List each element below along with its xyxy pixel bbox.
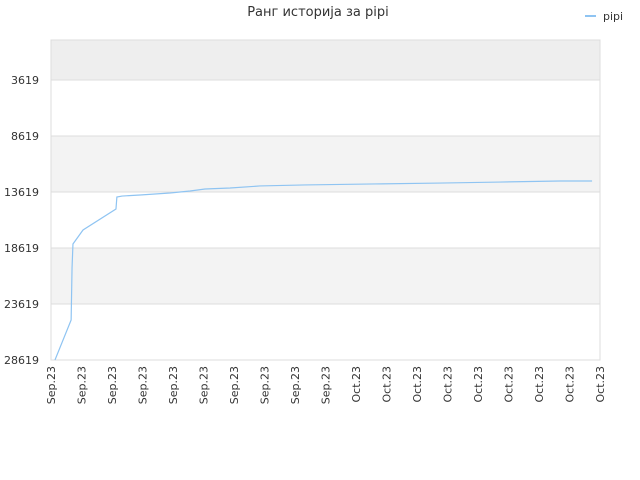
x-tick-label: Sep.23 <box>198 366 211 404</box>
x-tick-label: Oct.23 <box>381 366 394 403</box>
y-tick-label: 18619 <box>4 242 39 255</box>
x-tick-label: Oct.23 <box>411 366 424 403</box>
x-tick-label: Sep.23 <box>320 366 333 404</box>
band <box>51 247 600 304</box>
x-tick-label: Oct.23 <box>503 366 516 403</box>
x-tick-label: Oct.23 <box>472 366 485 403</box>
band <box>51 191 600 248</box>
x-tick-label: Oct.23 <box>564 366 577 403</box>
legend-label: pipi <box>603 10 623 23</box>
y-tick-label: 28619 <box>4 354 39 367</box>
x-tick-label: Sep.23 <box>106 366 119 404</box>
x-tick-label: Sep.23 <box>167 366 180 404</box>
y-tick-label: 8619 <box>11 130 39 143</box>
x-tick-label: Oct.23 <box>442 366 455 403</box>
x-tick-label: Sep.23 <box>45 366 58 404</box>
band <box>51 135 600 192</box>
series-line <box>54 180 593 361</box>
x-tick-label: Sep.23 <box>259 366 272 404</box>
y-tick-label: 23619 <box>4 298 39 311</box>
band <box>51 303 600 360</box>
x-tick-label: Sep.23 <box>137 366 150 404</box>
y-tick-label: 3619 <box>11 74 39 87</box>
x-tick-label: Oct.23 <box>594 366 607 403</box>
chart-title: Ранг историја за pipi <box>247 5 389 20</box>
x-tick-label: Sep.23 <box>289 366 302 404</box>
x-tick-label: Sep.23 <box>228 366 241 404</box>
x-tick-label: Oct.23 <box>350 366 363 403</box>
x-tick-label: Sep.23 <box>76 366 89 404</box>
band <box>51 40 600 80</box>
band <box>51 79 600 136</box>
y-tick-label: 13619 <box>4 186 39 199</box>
x-tick-label: Oct.23 <box>533 366 546 403</box>
